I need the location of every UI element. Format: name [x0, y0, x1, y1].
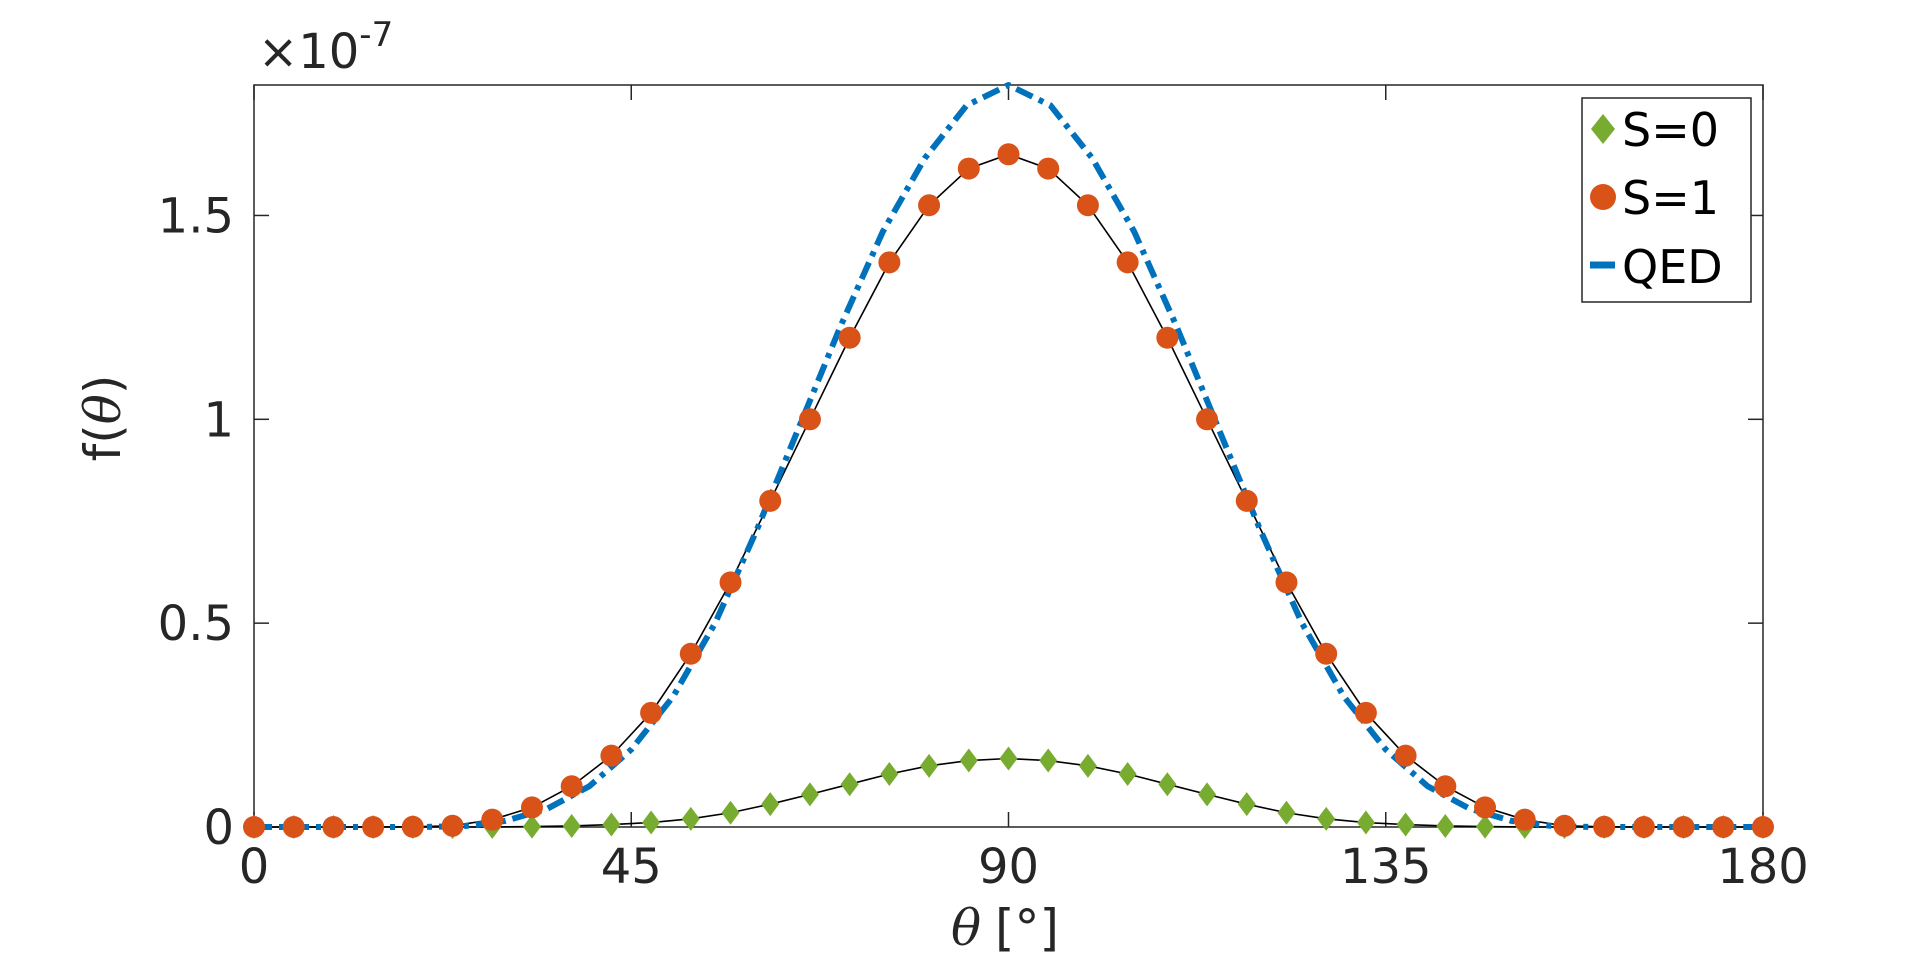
data-point-s0 — [1476, 814, 1495, 839]
x-tick-label: 45 — [601, 839, 662, 895]
data-point-s1 — [1553, 814, 1576, 837]
data-point-s0 — [840, 772, 859, 797]
fit-curves — [254, 153, 1763, 828]
data-point-s1 — [1076, 194, 1099, 217]
data-point-s1 — [520, 796, 543, 819]
data-point-s0 — [1078, 753, 1097, 778]
data-point-s1 — [600, 744, 623, 767]
data-point-s0 — [522, 814, 541, 839]
y-axis-func: f( — [74, 424, 132, 461]
data-point-s1 — [243, 816, 265, 838]
data-point-s1 — [997, 143, 1020, 166]
plot-frame — [253, 84, 1764, 828]
data-point-s0 — [1237, 792, 1256, 817]
data-point-s1 — [1513, 808, 1536, 831]
data-point-s0 — [800, 782, 819, 807]
legend-label-s1: S=1 — [1622, 171, 1719, 225]
data-point-s1 — [1593, 815, 1616, 838]
data-point-s1 — [1315, 642, 1338, 665]
data-point-s1 — [918, 194, 941, 217]
data-point-s1 — [878, 251, 901, 274]
data-point-s0 — [761, 792, 780, 817]
y-multiplier-exponent: -7 — [359, 15, 393, 55]
data-point-s1 — [401, 815, 424, 838]
data-point-s1 — [1354, 701, 1377, 724]
data-point-s1 — [1275, 571, 1298, 594]
y-multiplier: ×10-7 — [258, 15, 393, 80]
data-point-s0 — [920, 753, 939, 778]
data-point-s1 — [640, 701, 663, 724]
x-tick-label: 0 — [239, 839, 270, 895]
data-point-s1 — [719, 571, 742, 594]
x-tick-label: 90 — [978, 839, 1039, 895]
data-point-s0 — [1039, 748, 1058, 773]
data-point-s1 — [798, 408, 821, 431]
legend-label-s0: S=0 — [1622, 103, 1719, 157]
series-line-qed — [254, 82, 1763, 830]
data-point-s0 — [1158, 772, 1177, 797]
data-point-s1 — [362, 816, 385, 838]
data-point-s1 — [282, 816, 305, 838]
x-tick-label: 180 — [1717, 839, 1809, 895]
legend-label-qed: QED — [1622, 240, 1723, 294]
data-point-s1 — [1632, 816, 1655, 838]
data-point-s0 — [1277, 800, 1296, 825]
data-point-s0 — [1317, 806, 1336, 831]
data-point-s1 — [481, 808, 504, 831]
data-point-s0 — [880, 762, 899, 786]
data-point-s0 — [999, 746, 1018, 771]
data-point-s1 — [560, 775, 583, 798]
data-point-s0 — [1118, 762, 1137, 786]
data-point-s1 — [838, 326, 861, 349]
data-point-s1 — [1672, 816, 1695, 838]
data-point-s1 — [957, 157, 980, 180]
data-point-s0 — [1436, 813, 1455, 838]
x-axis-title: θ [°] — [951, 899, 1059, 957]
data-point-s1 — [679, 642, 702, 665]
data-point-s0 — [1396, 812, 1415, 837]
data-point-s1 — [1116, 251, 1139, 274]
data-point-s1 — [1474, 796, 1497, 819]
series-layer — [243, 82, 1774, 839]
x-axis-symbol: θ — [951, 899, 981, 957]
data-point-s1 — [1196, 408, 1219, 431]
y-axis-close: ) — [74, 375, 132, 395]
data-point-s0 — [959, 748, 978, 773]
data-point-s0 — [721, 800, 740, 825]
y-tick-labels: 0 0.5 1 1.5 — [158, 188, 234, 856]
y-tick-label: 1 — [203, 392, 234, 448]
x-tick-label: 135 — [1340, 839, 1432, 895]
x-tick-labels: 0 45 90 135 180 — [239, 839, 1809, 895]
y-tick-label: 1.5 — [158, 188, 234, 244]
data-point-s1 — [1394, 744, 1417, 767]
data-point-s1 — [441, 814, 464, 837]
data-point-s1 — [759, 489, 782, 512]
data-point-s1 — [1235, 489, 1258, 512]
legend-marker-s0 — [1591, 114, 1615, 144]
y-tick-label: 0.5 — [158, 596, 234, 652]
data-point-s0 — [602, 812, 621, 837]
data-point-s0 — [642, 810, 661, 835]
legend-marker-s1 — [1590, 184, 1616, 210]
y-axis-symbol: θ — [74, 394, 132, 424]
data-point-s1 — [1037, 157, 1060, 180]
data-point-s1 — [1156, 326, 1179, 349]
data-point-s0 — [562, 813, 581, 838]
fit-curve-s1 — [254, 153, 1763, 828]
data-point-s0 — [681, 806, 700, 831]
legend: S=0 S=1 QED — [1581, 97, 1752, 303]
data-point-s1 — [1752, 816, 1774, 838]
data-point-s0 — [1198, 782, 1217, 807]
tick-marks — [253, 85, 1764, 828]
data-point-s1 — [322, 816, 345, 838]
x-axis-unit: [°] — [995, 899, 1059, 957]
data-point-s1 — [1434, 775, 1457, 798]
data-point-s0 — [1356, 810, 1375, 835]
y-axis-title: f(θ) — [74, 375, 132, 462]
y-multiplier-base: ×10 — [258, 24, 359, 80]
data-point-s1 — [1712, 816, 1735, 838]
y-tick-label: 0 — [203, 800, 234, 856]
